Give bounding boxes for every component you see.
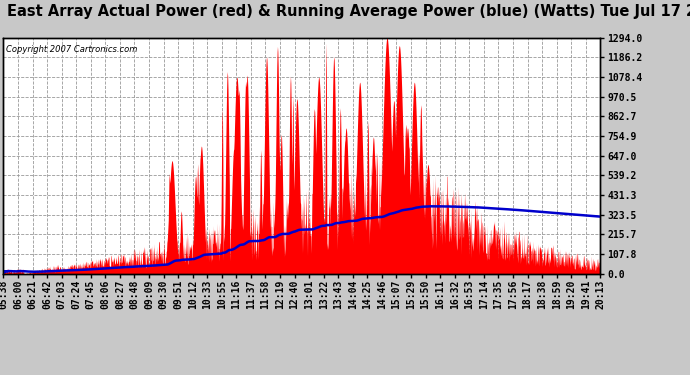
Text: East Array Actual Power (red) & Running Average Power (blue) (Watts) Tue Jul 17 : East Array Actual Power (red) & Running …	[7, 4, 690, 19]
Text: Copyright 2007 Cartronics.com: Copyright 2007 Cartronics.com	[6, 45, 138, 54]
